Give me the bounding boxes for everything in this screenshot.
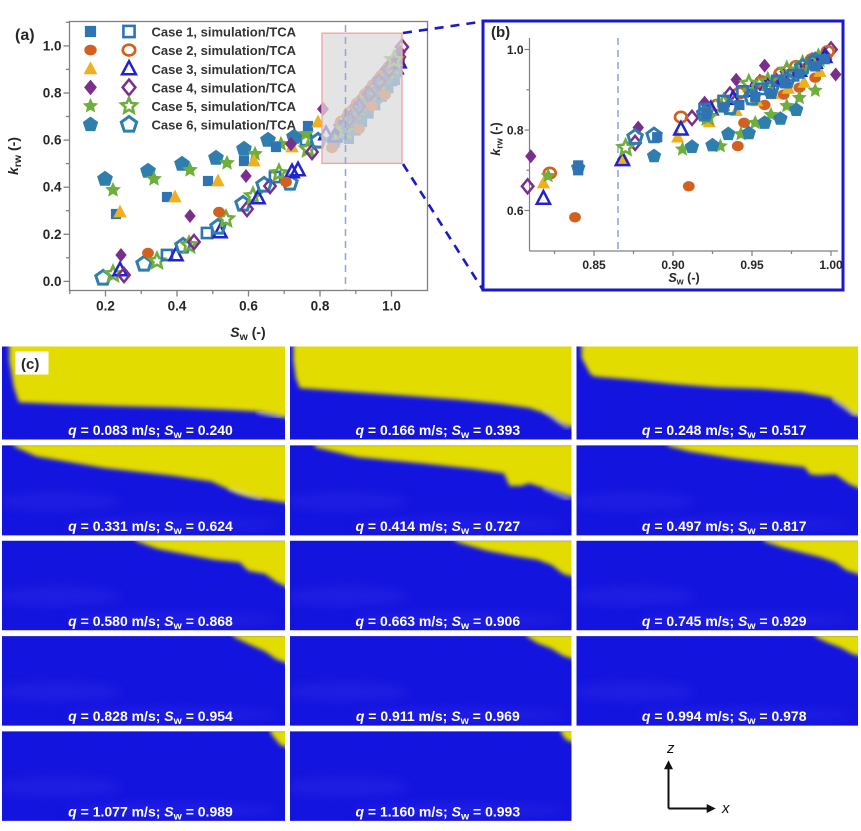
svg-text:q = 0.083 m/s; Sw = 0.240: q = 0.083 m/s; Sw = 0.240 bbox=[68, 422, 233, 441]
svg-text:Case 5, simulation/TCA: Case 5, simulation/TCA bbox=[152, 99, 297, 114]
svg-text:q = 0.331 m/s; Sw = 0.624: q = 0.331 m/s; Sw = 0.624 bbox=[68, 518, 233, 537]
svg-text:(a): (a) bbox=[15, 27, 35, 44]
svg-text:Case 6, simulation/TCA: Case 6, simulation/TCA bbox=[152, 118, 297, 133]
svg-text:0.2: 0.2 bbox=[43, 227, 62, 242]
svg-text:Case 1, simulation/TCA: Case 1, simulation/TCA bbox=[152, 25, 297, 40]
svg-text:0.90: 0.90 bbox=[661, 258, 685, 272]
svg-text:(b): (b) bbox=[491, 24, 510, 41]
svg-text:1.0: 1.0 bbox=[43, 38, 62, 53]
svg-text:q = 0.414 m/s; Sw = 0.727: q = 0.414 m/s; Sw = 0.727 bbox=[355, 518, 520, 537]
svg-text:z: z bbox=[666, 740, 675, 757]
svg-text:q = 0.166 m/s; Sw = 0.393: q = 0.166 m/s; Sw = 0.393 bbox=[355, 422, 520, 441]
svg-text:krw (-): krw (-) bbox=[5, 137, 24, 175]
svg-text:0.6: 0.6 bbox=[43, 133, 62, 148]
svg-text:q = 0.663 m/s; Sw = 0.906: q = 0.663 m/s; Sw = 0.906 bbox=[355, 613, 520, 632]
svg-text:Sw (-): Sw (-) bbox=[668, 271, 699, 287]
svg-text:1.00: 1.00 bbox=[819, 258, 843, 272]
svg-text:q = 1.160 m/s; Sw = 0.993: q = 1.160 m/s; Sw = 0.993 bbox=[355, 803, 520, 822]
svg-text:0.6: 0.6 bbox=[507, 204, 524, 218]
svg-text:q = 0.994 m/s; Sw = 0.978: q = 0.994 m/s; Sw = 0.978 bbox=[642, 708, 807, 727]
svg-text:q = 0.828 m/s; Sw = 0.954: q = 0.828 m/s; Sw = 0.954 bbox=[68, 708, 233, 727]
svg-text:0.8: 0.8 bbox=[43, 86, 62, 101]
svg-text:0.8: 0.8 bbox=[507, 124, 524, 138]
svg-text:0.8: 0.8 bbox=[311, 299, 330, 314]
svg-text:Case 4, simulation/TCA: Case 4, simulation/TCA bbox=[152, 80, 297, 95]
svg-text:krw (-): krw (-) bbox=[489, 122, 505, 155]
svg-text:(c): (c) bbox=[21, 356, 39, 373]
svg-text:0.0: 0.0 bbox=[43, 274, 62, 289]
svg-text:q = 0.248 m/s; Sw = 0.517: q = 0.248 m/s; Sw = 0.517 bbox=[642, 422, 807, 441]
svg-text:q = 0.580 m/s; Sw = 0.868: q = 0.580 m/s; Sw = 0.868 bbox=[68, 613, 233, 632]
svg-text:0.85: 0.85 bbox=[582, 258, 606, 272]
svg-text:0.4: 0.4 bbox=[43, 180, 62, 195]
svg-text:q = 0.497 m/s; Sw = 0.817: q = 0.497 m/s; Sw = 0.817 bbox=[642, 518, 807, 537]
svg-text:q = 0.911 m/s; Sw = 0.969: q = 0.911 m/s; Sw = 0.969 bbox=[356, 708, 520, 727]
svg-text:0.4: 0.4 bbox=[168, 299, 187, 314]
svg-text:Case 3, simulation/TCA: Case 3, simulation/TCA bbox=[152, 62, 297, 77]
svg-text:x: x bbox=[721, 800, 730, 817]
svg-text:1.0: 1.0 bbox=[382, 299, 401, 314]
svg-text:Sw (-): Sw (-) bbox=[230, 324, 265, 343]
svg-text:q = 1.077 m/s; Sw = 0.989: q = 1.077 m/s; Sw = 0.989 bbox=[68, 803, 233, 822]
svg-text:0.95: 0.95 bbox=[740, 258, 764, 272]
svg-text:q = 0.745 m/s; Sw = 0.929: q = 0.745 m/s; Sw = 0.929 bbox=[642, 613, 807, 632]
svg-text:1.0: 1.0 bbox=[507, 43, 524, 57]
svg-text:0.2: 0.2 bbox=[96, 299, 115, 314]
svg-text:Case 2, simulation/TCA: Case 2, simulation/TCA bbox=[152, 43, 297, 58]
svg-text:0.6: 0.6 bbox=[239, 299, 258, 314]
